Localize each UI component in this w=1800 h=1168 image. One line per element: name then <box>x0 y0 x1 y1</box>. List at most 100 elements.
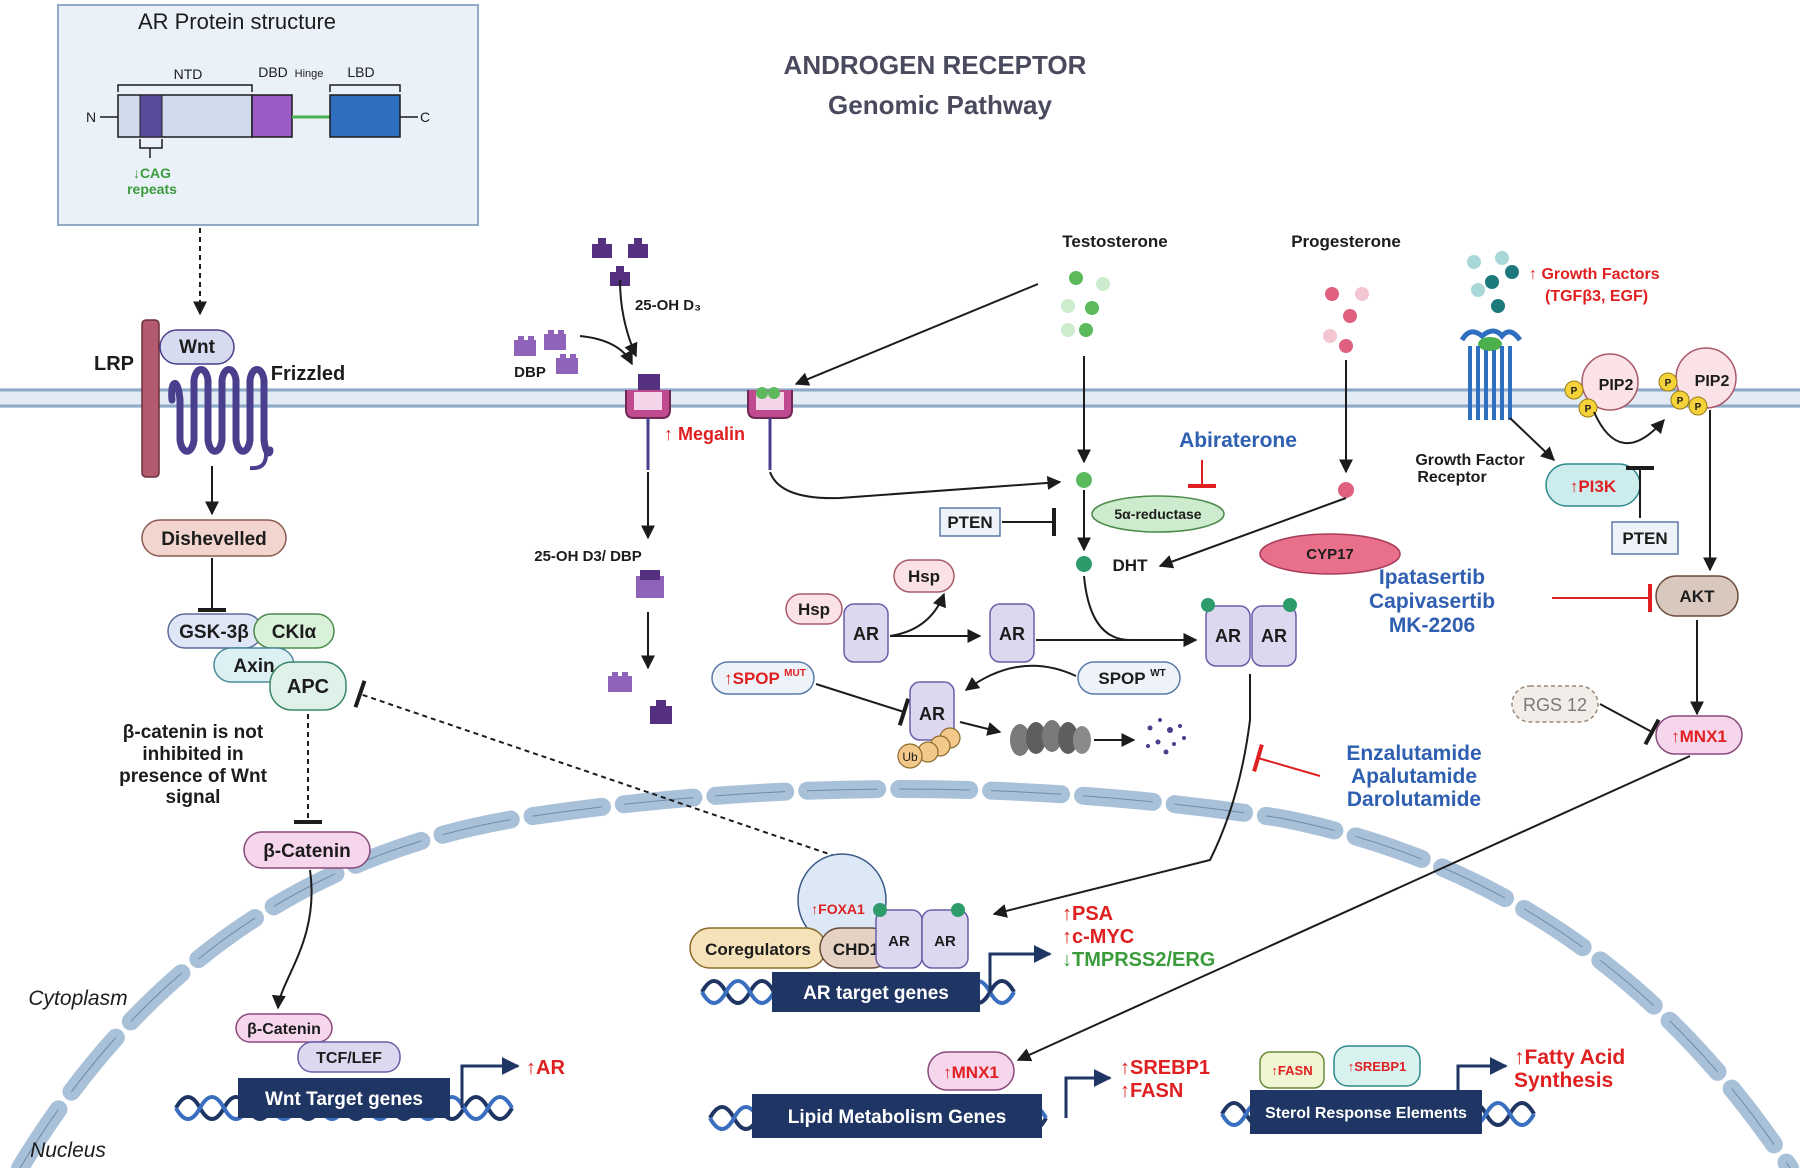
ar-label-ub: AR <box>919 704 945 724</box>
output-cmyc: ↑c-MYC <box>1062 926 1134 948</box>
pten-node-left <box>939 507 1001 537</box>
tcf-lef-node <box>297 1041 401 1073</box>
ar-label-1: AR <box>853 624 879 644</box>
spop-mut-node <box>711 661 815 695</box>
output-fasn: ↑FASN <box>1120 1080 1183 1102</box>
gf-receptor-line2: Receptor <box>1417 469 1486 486</box>
progesterone-molecules <box>1323 287 1369 353</box>
lbd-label: LBD <box>347 64 374 80</box>
fatty-acid-line1: ↑Fatty Acid <box>1514 1046 1625 1069</box>
dishevelled-label: Dishevelled <box>161 529 267 550</box>
ub-label: Ub <box>902 750 918 764</box>
tcf-lef-label: TCF/LEF <box>316 1050 382 1067</box>
pten-node-right <box>1611 521 1679 555</box>
ar-inhibitor-3: Darolutamide <box>1347 788 1481 811</box>
pi3k-label: ↑PI3K <box>1570 477 1617 496</box>
output-tmprss2: ↓TMPRSS2/ERG <box>1062 949 1215 971</box>
ar-monomer-1 <box>843 603 889 663</box>
output-psa: ↑PSA <box>1062 903 1113 925</box>
vitamin-d-branch: 25-OH D₃ DBP ↑ Megalin 25-OH D3/ DBP <box>514 238 793 724</box>
lbd-domain <box>329 94 401 138</box>
akt-label: AKT <box>1680 587 1716 606</box>
output-srebp1: ↑SREBP1 <box>1120 1057 1210 1079</box>
hsp-node-free <box>893 559 955 593</box>
protein-heading: AR Protein structure <box>138 9 336 34</box>
ubiquitin-chain: Ub <box>897 727 961 769</box>
sterol-elements-box <box>1250 1090 1482 1134</box>
spop-wt-label: SPOP <box>1098 669 1145 688</box>
nuclear-mnx1-label: ↑MNX1 <box>943 1063 999 1082</box>
ar-monomer-2 <box>989 603 1035 663</box>
dbd-domain <box>251 94 293 138</box>
nuclear-beta-catenin-node <box>235 1013 333 1043</box>
cag-region <box>139 94 163 138</box>
growth-factor-molecules <box>1467 251 1519 313</box>
nuclear-envelope <box>11 780 1799 1168</box>
ar-dimer-a <box>1205 605 1251 667</box>
lrp-receptor <box>141 319 160 478</box>
phosphate-label: P <box>1585 404 1592 415</box>
spop-wt-node <box>1077 661 1181 695</box>
wnt-target-genes-box <box>238 1078 450 1118</box>
wnt-ligand <box>159 329 235 365</box>
hinge-label: Hinge <box>295 68 324 80</box>
five-alpha-reductase-node <box>1091 495 1225 533</box>
c-terminus-label: C <box>420 109 430 125</box>
plasma-membrane <box>0 388 1800 408</box>
fatty-acid-line2: Synthesis <box>1514 1069 1613 1092</box>
oh-d3-label: 25-OH D₃ <box>635 297 701 314</box>
apc-label: APC <box>287 676 329 698</box>
protein-structure-panel: AR Protein structure NTD DBD Hinge LBD N… <box>57 4 479 226</box>
hsp-node-bound <box>785 593 843 625</box>
ar-inhibitor-2: Apalutamide <box>1351 765 1477 788</box>
degraded-peptides-icon <box>1146 718 1186 755</box>
nuclear-ar-b <box>921 909 969 969</box>
foxa1-label: ↑FOXA1 <box>811 901 865 917</box>
spop-wt-superscript: WT <box>1150 668 1166 679</box>
cytoplasm-label: Cytoplasm <box>28 987 127 1010</box>
lrp-label: LRP <box>94 353 134 375</box>
phosphate-label: P <box>1677 396 1684 407</box>
fasn-label: ↑FASN <box>1271 1063 1312 1078</box>
vitd-complex-label: 25-OH D3/ DBP <box>534 548 642 565</box>
mnx1-label: ↑MNX1 <box>1671 727 1727 746</box>
chd1-label: CHD1 <box>833 940 879 959</box>
growth-factors-line1: ↑ Growth Factors <box>1529 266 1660 283</box>
ar-cycle: Hsp AR Hsp AR AR AR ↑SPOP MUT SPOP WT AR… <box>711 559 1482 918</box>
axin-label: Axin <box>233 656 274 677</box>
proteasome-icon <box>1010 720 1091 756</box>
spop-mut-superscript: MUT <box>784 668 806 679</box>
fasn-node <box>1259 1051 1325 1089</box>
phosphate-label: P <box>1665 378 1672 389</box>
cag-label-line1: ↓CAG <box>133 165 171 181</box>
lipid-genes-label: Lipid Metabolism Genes <box>788 1107 1007 1128</box>
n-terminus-label: N <box>86 109 96 125</box>
dishevelled-node <box>141 519 287 557</box>
megalin-receptor-2 <box>747 387 793 470</box>
frizzled-receptor <box>168 366 274 471</box>
coregulators-label: Coregulators <box>705 940 811 959</box>
beta-catenin-label: β-Catenin <box>263 841 351 862</box>
srebp1-label: ↑SREBP1 <box>1348 1059 1407 1074</box>
diagram-title-line1: ANDROGEN RECEPTOR <box>784 50 1087 80</box>
hsp-label-free: Hsp <box>908 567 940 586</box>
ckia-label: CKIα <box>272 622 317 643</box>
srebp1-node <box>1333 1045 1421 1087</box>
beta-catenin-node <box>243 831 371 869</box>
apc-node <box>269 661 347 711</box>
pip2-node-left <box>1581 353 1639 411</box>
nuclear-mnx1-node <box>927 1051 1015 1091</box>
megalin-receptor-1 <box>625 374 671 470</box>
cyp17-node <box>1259 533 1401 575</box>
nucleus-label: Nucleus <box>30 1139 106 1162</box>
growth-factor-branch: ↑ Growth Factors (TGFβ3, EGF) Growth Fac… <box>1016 251 1743 1062</box>
pten-label-right: PTEN <box>1622 529 1667 548</box>
ntd-domain <box>117 94 253 138</box>
akt-inhibitor-1: Ipatasertib <box>1379 566 1485 589</box>
pip2-label-left: PIP2 <box>1599 377 1634 394</box>
ar-target-genes-label: AR target genes <box>803 983 949 1004</box>
wnt-label: Wnt <box>179 337 216 358</box>
nucleus-region: Cytoplasm Nucleus β-Catenin TCF/LEF Wnt … <box>28 853 1625 1162</box>
ar-inhibitor-1: Enzalutamide <box>1346 742 1481 765</box>
